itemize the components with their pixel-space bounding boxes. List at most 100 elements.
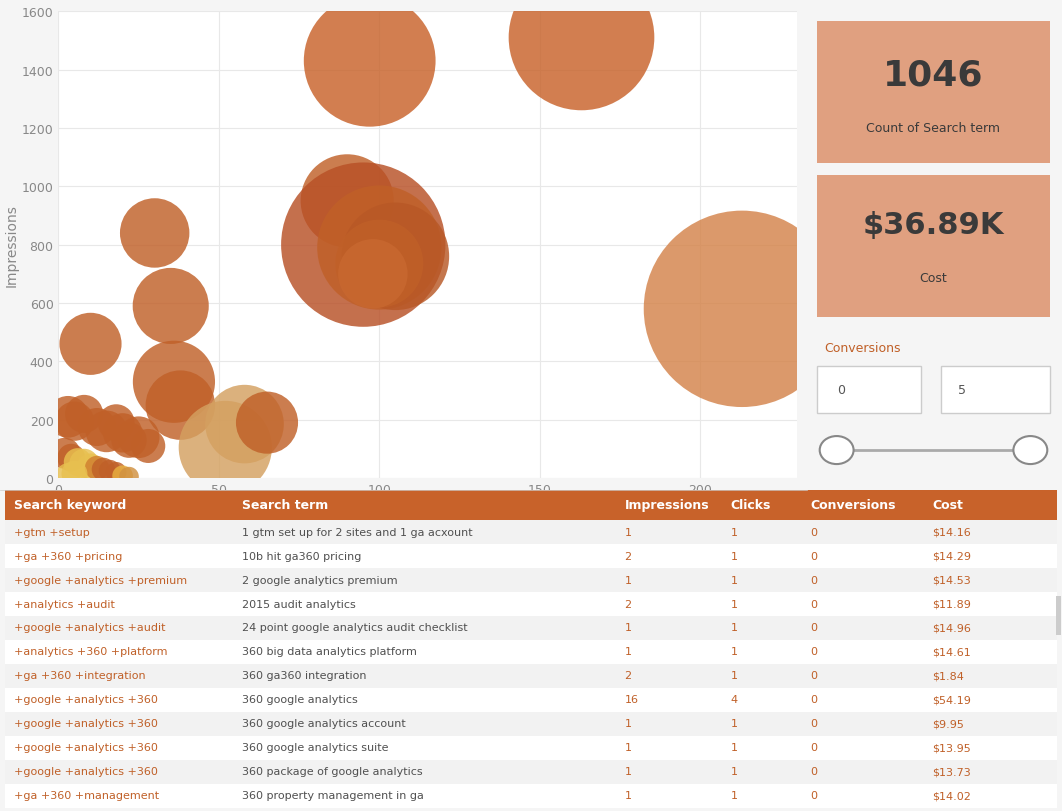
Point [82, 338, 99, 351]
Text: +google +analytics +premium: +google +analytics +premium [14, 575, 187, 585]
Text: 5: 5 [958, 384, 965, 397]
Point [88, 421, 105, 434]
Point [63, 452, 80, 465]
FancyBboxPatch shape [5, 491, 1057, 521]
Text: Cost: Cost [920, 272, 947, 285]
Text: 0: 0 [810, 694, 818, 705]
Text: 360 big data analytics platform: 360 big data analytics platform [242, 646, 417, 657]
Text: $14.53: $14.53 [932, 575, 971, 585]
Text: $13.73: $13.73 [932, 766, 971, 776]
Text: +ga +360 +integration: +ga +360 +integration [14, 671, 145, 680]
Point [107, 466, 124, 479]
Point [734, 303, 751, 316]
Point [66, 468, 83, 481]
Text: 24 point google analytics audit checklist: 24 point google analytics audit checklis… [242, 623, 467, 633]
Point [95, 463, 112, 476]
Point [371, 242, 388, 255]
Text: +analytics +360 +platform: +analytics +360 +platform [14, 646, 168, 657]
Text: 10b hit ga360 pricing: 10b hit ga360 pricing [242, 551, 361, 561]
Text: 1: 1 [624, 575, 632, 585]
Point [88, 461, 105, 474]
Text: $54.19: $54.19 [932, 694, 972, 705]
Text: Search term: Search term [242, 499, 328, 512]
Text: $36.89K: $36.89K [862, 211, 1005, 239]
Point [573, 32, 590, 45]
Point [217, 441, 234, 454]
X-axis label: Clicks: Clicks [407, 502, 448, 516]
FancyBboxPatch shape [5, 664, 1057, 688]
Point [166, 375, 183, 388]
Text: 360 package of google analytics: 360 package of google analytics [242, 766, 423, 776]
Text: $14.29: $14.29 [932, 551, 972, 561]
Text: Impressions: Impressions [624, 499, 709, 512]
FancyBboxPatch shape [5, 640, 1057, 664]
Text: 1: 1 [624, 742, 632, 753]
Text: 1: 1 [624, 719, 632, 728]
Text: 1046: 1046 [884, 58, 983, 92]
Y-axis label: Impressions: Impressions [5, 204, 19, 287]
Text: $13.95: $13.95 [932, 742, 971, 753]
Text: 0: 0 [810, 575, 818, 585]
Point [355, 238, 372, 251]
Text: 1: 1 [731, 551, 738, 561]
FancyBboxPatch shape [941, 367, 1049, 413]
Text: 0: 0 [810, 719, 818, 728]
Text: +google +analytics +audit: +google +analytics +audit [14, 623, 166, 633]
Text: 360 google analytics: 360 google analytics [242, 694, 358, 705]
Text: 1 gtm set up for 2 sites and 1 ga acxount: 1 gtm set up for 2 sites and 1 ga acxoun… [242, 527, 473, 537]
Text: Clicks: Clicks [731, 499, 771, 512]
Text: $9.95: $9.95 [932, 719, 964, 728]
Text: Count of Search term: Count of Search term [867, 122, 1000, 135]
Point [69, 456, 86, 469]
Text: 0: 0 [810, 551, 818, 561]
Text: 1: 1 [624, 646, 632, 657]
Point [258, 417, 275, 430]
Text: 1: 1 [731, 527, 738, 537]
Text: 2 google analytics premium: 2 google analytics premium [242, 575, 398, 585]
Point [162, 300, 179, 313]
Text: 360 google analytics suite: 360 google analytics suite [242, 742, 389, 753]
Text: 2: 2 [624, 599, 632, 609]
Point [387, 251, 404, 264]
FancyBboxPatch shape [5, 712, 1057, 736]
Text: 0: 0 [810, 671, 818, 680]
Text: 1: 1 [731, 791, 738, 800]
Text: $1.84: $1.84 [932, 671, 964, 680]
Text: 0: 0 [810, 766, 818, 776]
Point [361, 55, 378, 68]
FancyBboxPatch shape [5, 592, 1057, 616]
Text: 2: 2 [624, 671, 632, 680]
Text: 1: 1 [624, 791, 632, 800]
Point [114, 427, 131, 440]
Point [131, 431, 148, 444]
Text: +google +analytics +360: +google +analytics +360 [14, 766, 157, 776]
FancyBboxPatch shape [5, 544, 1057, 569]
Text: 1: 1 [731, 575, 738, 585]
Text: Cost: Cost [932, 499, 963, 512]
Point [75, 457, 92, 470]
FancyBboxPatch shape [5, 736, 1057, 760]
FancyBboxPatch shape [5, 760, 1057, 784]
Text: 16: 16 [624, 694, 638, 705]
Point [120, 434, 137, 447]
Text: 360 google analytics account: 360 google analytics account [242, 719, 406, 728]
Text: 1: 1 [731, 599, 738, 609]
Text: 0: 0 [810, 791, 818, 800]
Point [236, 418, 253, 431]
Point [98, 425, 115, 438]
Text: 0: 0 [810, 646, 818, 657]
FancyBboxPatch shape [818, 367, 922, 413]
Text: $14.02: $14.02 [932, 791, 972, 800]
Point [101, 465, 118, 478]
Text: 1: 1 [731, 646, 738, 657]
FancyBboxPatch shape [5, 616, 1057, 640]
Text: 360 property management in ga: 360 property management in ga [242, 791, 424, 800]
FancyBboxPatch shape [5, 569, 1057, 592]
Point [75, 408, 92, 421]
Text: +ga +360 +pricing: +ga +360 +pricing [14, 551, 122, 561]
Point [371, 258, 388, 271]
Text: +ga +360 +management: +ga +360 +management [14, 791, 159, 800]
Text: 360 ga360 integration: 360 ga360 integration [242, 671, 366, 680]
Point [364, 268, 381, 281]
Text: 1: 1 [624, 766, 632, 776]
